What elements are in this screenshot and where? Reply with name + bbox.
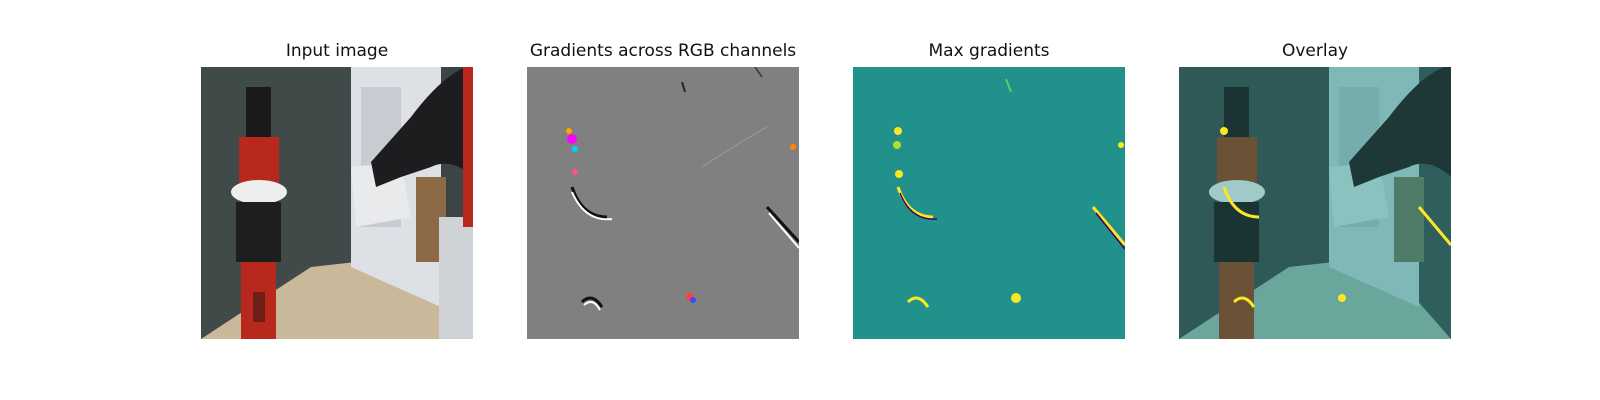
rgb-gradient-svg <box>527 67 799 339</box>
panel-title: Gradients across RGB channels <box>527 41 799 61</box>
input-image <box>201 67 473 339</box>
panel-overlay: Overlay <box>1179 0 1451 400</box>
overlay-svg <box>1179 67 1451 339</box>
panel-title: Input image <box>201 41 473 61</box>
robot-photo-svg <box>201 67 473 339</box>
overlay-image <box>1179 67 1451 339</box>
panel-title: Max gradients <box>853 41 1125 61</box>
max-gradient-svg <box>853 67 1125 339</box>
panel-input-image: Input image <box>201 0 473 400</box>
panel-max-gradients: Max gradients <box>853 0 1125 400</box>
panel-rgb-gradients: Gradients across RGB channels <box>527 0 799 400</box>
max-gradient-image <box>853 67 1125 339</box>
rgb-gradient-image <box>527 67 799 339</box>
panel-title: Overlay <box>1179 41 1451 61</box>
